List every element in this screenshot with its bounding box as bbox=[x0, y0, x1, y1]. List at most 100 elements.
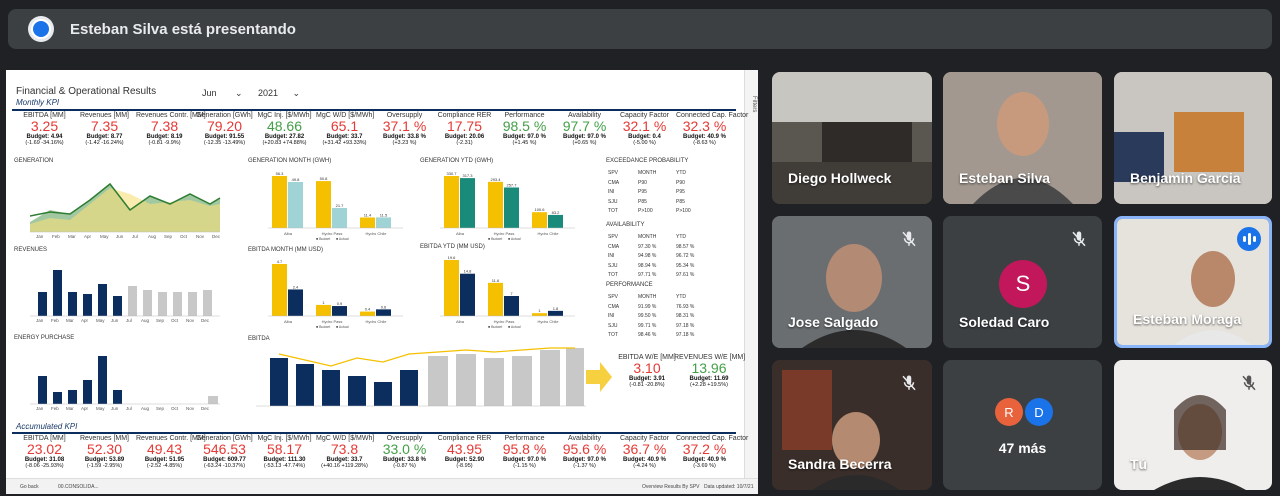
bar-budget bbox=[488, 282, 503, 316]
data-label: 19.6 bbox=[448, 255, 457, 260]
bar-actual bbox=[548, 310, 563, 316]
avatar: S bbox=[999, 260, 1047, 308]
table-cell: P90 bbox=[638, 179, 647, 186]
table-cell: SJU bbox=[608, 322, 618, 329]
participant-tile-jose[interactable]: Jose Salgado bbox=[772, 216, 932, 348]
accum-kpi: Generation [GWh] 546.53 Budget: 609.77 (-63… bbox=[196, 435, 253, 469]
bar-budget bbox=[316, 181, 331, 228]
kpi-label: Generation [GWh] bbox=[196, 435, 253, 442]
kpi-budget: Budget: 8.19 bbox=[146, 134, 183, 140]
table-cell: 76.93 % bbox=[676, 303, 695, 310]
category-tick-label: Alba bbox=[284, 319, 293, 324]
table-cell: TOT bbox=[608, 272, 618, 278]
ebitda-title: EBITDA bbox=[248, 336, 270, 342]
table-cell: 99.71 % bbox=[638, 322, 657, 329]
kpi-budget: Budget: 111.30 bbox=[263, 457, 306, 463]
generation-area-chart: Jan Feb Mar Apr May Jun Jul Aug Sep Oct Nov Dec bbox=[30, 182, 221, 239]
presenter-text: Esteban Silva está presentando bbox=[70, 20, 296, 38]
accum-kpi: Performance 95.8 % Budget: 97.0 % (-1.15 %) bbox=[496, 435, 553, 469]
accum-kpi: Oversupply 33.0 % Budget: 33.8 % (-0.87 %) bbox=[376, 435, 433, 469]
monthly-kpi-label: Monthly KPI bbox=[16, 98, 60, 107]
avatar: D bbox=[1025, 398, 1053, 426]
category-tick-label: Hydro Chile bbox=[538, 231, 560, 236]
kpi-value: 58.17 bbox=[266, 441, 303, 457]
monthly-kpi: Revenues [MM] 7.35 Budget: 8.77 (-1.42 -16.… bbox=[76, 112, 133, 146]
participant-name: Sandra Becerra bbox=[788, 456, 892, 472]
bar-budget bbox=[272, 176, 287, 228]
kpi-delta: (-1.69 -34.16%) bbox=[25, 140, 64, 146]
data-label: 0.6 bbox=[381, 304, 387, 309]
kpi-value: 79.20 bbox=[206, 118, 243, 134]
month-tick-label: Aug bbox=[141, 406, 150, 411]
kpi-label: EBITDA [MM] bbox=[23, 112, 66, 119]
monthly-kpi: Generation [GWh] 79.20 Budget: 91.55 (-12.3… bbox=[196, 112, 253, 146]
table-cell: P85 bbox=[676, 198, 685, 205]
data-label: 293.4 bbox=[490, 177, 501, 182]
video-office bbox=[1114, 72, 1272, 204]
month-tick-label: Jun bbox=[116, 234, 124, 239]
data-label: 7 bbox=[510, 291, 513, 296]
more-participants-tile[interactable]: R D 47 más bbox=[943, 360, 1102, 490]
year-select[interactable]: 2021 ⌄ bbox=[258, 88, 301, 98]
table-cell: 97.30 % bbox=[638, 243, 657, 250]
table-row: CMA 97.30 % 98.57 % bbox=[608, 244, 712, 252]
month-tick-label: Jul bbox=[126, 318, 132, 323]
monthly-kpi: EBITDA [MM] 3.25 Budget: 4.94 (-1.69 -34.16… bbox=[16, 112, 73, 146]
kpi-value: 65.1 bbox=[330, 118, 359, 134]
data-label: 257.7 bbox=[506, 182, 517, 187]
table-cell: CMA bbox=[608, 303, 620, 310]
table-cell: 96.72 % bbox=[676, 253, 695, 259]
participant-tile-soledad[interactable]: S Soledad Caro bbox=[943, 216, 1102, 348]
month-select[interactable]: Jun ⌄ bbox=[202, 88, 243, 98]
bar-actual bbox=[376, 309, 391, 316]
bar-budget bbox=[360, 311, 375, 316]
video-meeting-room bbox=[772, 72, 932, 204]
kpi-label: MgC Inj. [$/MWh] bbox=[257, 435, 312, 442]
legend-entry: ■ Actual bbox=[508, 237, 521, 240]
ebitda-ytd-chart: 19.6 14.8 Alba 11.6 7 Hydro Pass 1 1.8 Hydro Chi… bbox=[440, 255, 575, 328]
participant-tile-benjamin[interactable]: Benjamin Garcia bbox=[1114, 72, 1272, 204]
go-back-button[interactable]: Go back bbox=[20, 484, 39, 490]
participant-tile-sandra[interactable]: Sandra Becerra bbox=[772, 360, 932, 490]
forecast-arrow bbox=[586, 362, 612, 392]
ebitda-combo-chart bbox=[256, 347, 586, 407]
kpi-label: Revenues Contr. [MM] bbox=[136, 435, 206, 442]
monthly-kpi: Capacity Factor 32.1 % Budget: 0.4 (-5.00 %… bbox=[616, 112, 673, 146]
participant-tile-self[interactable]: Tú bbox=[1114, 360, 1272, 490]
table-header: YTD bbox=[676, 234, 686, 240]
month-tick-label: Oct bbox=[180, 234, 188, 239]
month-tick-label: Aug bbox=[141, 318, 150, 323]
table-cell: TOT bbox=[608, 208, 618, 214]
participant-tile-esteban-silva[interactable]: Esteban Silva bbox=[943, 72, 1102, 204]
page-name: Overview Results By SPV bbox=[642, 484, 700, 490]
data-label: 0.4 bbox=[365, 307, 371, 312]
data-label: 11.5 bbox=[380, 212, 388, 217]
category-tick-label: Hydro Chile bbox=[366, 319, 388, 324]
kpi-delta: (-53.13 -47.74%) bbox=[263, 463, 306, 469]
table-cell: P>100 bbox=[638, 208, 653, 214]
table-cell: 98.94 % bbox=[638, 262, 657, 269]
page-tab[interactable]: 00.CONSOLIDA... bbox=[58, 484, 99, 490]
kpi-label: Compliance RER bbox=[437, 435, 492, 442]
month-tick-label: Nov bbox=[196, 234, 205, 239]
kpi-label: Oversupply bbox=[386, 112, 423, 119]
kpi-label: Oversupply bbox=[386, 435, 423, 442]
kpi-delta: (-3.69 %) bbox=[693, 463, 716, 469]
revenues-bar-chart: Jan Feb Mar Apr May Jun Jul Aug Sep Oct Nov Dec bbox=[30, 270, 220, 323]
filters-pane[interactable]: Filters bbox=[744, 70, 758, 480]
month-tick-label: May bbox=[96, 318, 105, 323]
category-tick-label: Hydro Pass bbox=[494, 231, 515, 236]
kpi-value: 48.66 bbox=[266, 118, 303, 134]
kpi-label: Revenues Contr. [MM] bbox=[136, 112, 206, 119]
kpi-label: EBITDA [MM] bbox=[23, 435, 66, 442]
kpi-delta: (-1.59 -2.95%) bbox=[86, 463, 123, 469]
participant-tile-diego[interactable]: Diego Hollweck bbox=[772, 72, 932, 204]
kpi-delta: (-63.24 -10.37%) bbox=[203, 463, 246, 469]
participant-tile-esteban-moraga[interactable]: Esteban Moraga bbox=[1114, 216, 1272, 348]
shared-screen[interactable]: Financial & Operational Results Jun ⌄ 20… bbox=[6, 70, 758, 494]
mic-off-icon bbox=[902, 375, 916, 391]
kpi-delta: (-0.81 -9.9%) bbox=[148, 140, 181, 146]
report-footer: Go back 00.CONSOLIDA... Overview Results… bbox=[6, 478, 758, 494]
bar-actual bbox=[460, 273, 475, 316]
kpi-budget: Budget: 97.0 % bbox=[502, 134, 546, 140]
